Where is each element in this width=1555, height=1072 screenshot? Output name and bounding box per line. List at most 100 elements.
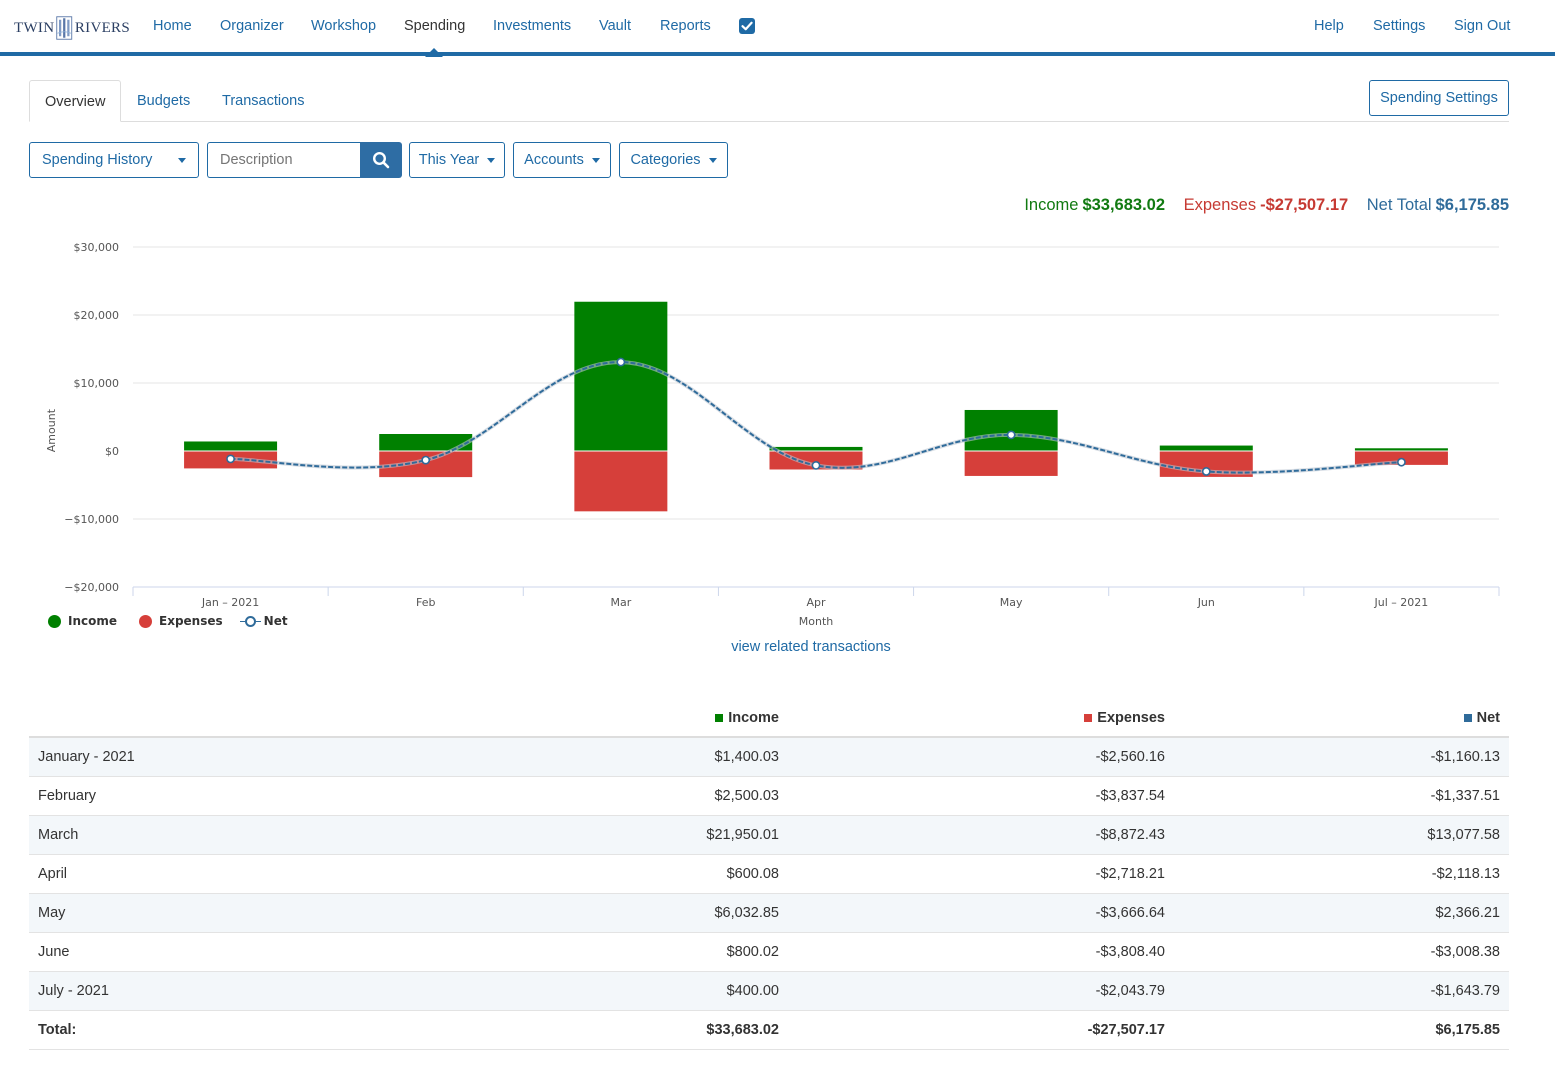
tab-budgets[interactable]: Budgets — [137, 93, 191, 109]
expense-bar — [769, 451, 863, 470]
row-income: $21,950.01 — [706, 827, 779, 843]
row-net: -$1,643.79 — [1430, 983, 1500, 999]
table-row[interactable]: March $21,950.01 -$8,872.43 $13,077.58 — [29, 816, 1509, 855]
categories-dropdown[interactable]: Categories — [619, 142, 728, 178]
table-row[interactable]: January - 2021 $1,400.03 -$2,560.16 -$1,160… — [29, 738, 1509, 777]
row-income: $6,032.85 — [714, 905, 779, 921]
logo-mark-icon — [56, 16, 73, 40]
legend-income-marker-icon — [48, 614, 61, 628]
view-related-transactions-link[interactable]: view related transactions — [731, 639, 891, 655]
period-dropdown[interactable]: This Year — [409, 142, 505, 178]
total-income: $33,683.02 — [706, 1022, 779, 1038]
income-bar — [1354, 448, 1448, 451]
column-header-income[interactable]: Income — [715, 700, 779, 736]
income-bar — [574, 301, 668, 451]
legend-item-expenses[interactable]: Expenses — [139, 614, 223, 628]
nav-sign-out[interactable]: Sign Out — [1454, 18, 1511, 34]
view-dropdown[interactable]: Spending History — [29, 142, 199, 178]
x-tick-label: Jun — [1197, 596, 1215, 609]
row-income: $2,500.03 — [714, 788, 779, 804]
nav-workshop[interactable]: Workshop — [311, 18, 377, 34]
y-axis-title: Amount — [45, 408, 58, 452]
row-month: March — [38, 827, 79, 843]
spending-history-chart: $30,000 $20,000 $10,000 $0 −$10,000 −$20,000 A… — [45, 241, 1500, 628]
table-row[interactable]: May $6,032.85 -$3,666.64 $2,366.21 — [29, 894, 1509, 933]
row-expenses: -$2,560.16 — [1095, 749, 1165, 765]
tab-transactions[interactable]: Transactions — [222, 93, 305, 109]
row-net: -$3,008.38 — [1430, 944, 1500, 960]
tabs-divider — [29, 121, 1509, 122]
top-navigation: TWIN RIVERS Home Organizer Workshop Spen… — [0, 0, 1555, 57]
nav-reports[interactable]: Reports — [660, 18, 711, 34]
table-row[interactable]: June $800.02 -$3,808.40 -$3,008.38 — [29, 933, 1509, 972]
accounts-dropdown-label: Accounts — [524, 152, 584, 168]
total-expenses: -$27,507.17 — [1087, 1022, 1165, 1038]
row-expenses: -$3,837.54 — [1095, 788, 1165, 804]
legend-expenses-label: Expenses — [159, 614, 223, 628]
search-icon — [372, 151, 390, 169]
net-square-icon — [1463, 714, 1472, 722]
legend-expenses-marker-icon — [139, 614, 153, 628]
chevron-down-icon — [708, 157, 717, 163]
x-tick-label: Apr — [806, 596, 826, 609]
table-row[interactable]: February $2,500.03 -$3,837.54 -$1,337.51 — [29, 777, 1509, 816]
row-expenses: -$8,872.43 — [1095, 827, 1165, 843]
row-expenses: -$2,043.79 — [1095, 983, 1165, 999]
nav-investments[interactable]: Investments — [493, 18, 572, 34]
x-tick-label: Jul – 2021 — [1374, 596, 1429, 609]
row-net: -$2,118.13 — [1431, 866, 1500, 882]
legend-net-label: Net — [263, 614, 288, 628]
row-month: February — [38, 788, 97, 804]
column-header-expenses[interactable]: Expenses — [1084, 700, 1165, 736]
row-expenses: -$3,808.40 — [1095, 944, 1165, 960]
twin-rivers-logo[interactable]: TWIN RIVERS — [14, 10, 130, 46]
income-bar — [769, 446, 863, 451]
row-income: $800.02 — [726, 944, 779, 960]
legend-item-income[interactable]: Income — [48, 614, 117, 628]
income-total-label: Income — [1024, 196, 1079, 214]
table-header-row: Income Expenses Net — [29, 700, 1509, 738]
chevron-down-icon — [591, 157, 600, 163]
categories-dropdown-label: Categories — [630, 152, 701, 168]
table-row[interactable]: April $600.08 -$2,718.21 -$2,118.13 — [29, 855, 1509, 894]
expenses-total-value: -$27,507.17 — [1260, 196, 1349, 214]
row-income: $1,400.03 — [714, 749, 779, 765]
net-point — [616, 357, 626, 367]
x-tick-label: Jan – 2021 — [201, 596, 259, 609]
income-square-icon — [715, 714, 724, 722]
accounts-dropdown[interactable]: Accounts — [513, 142, 611, 178]
chevron-down-icon — [178, 157, 186, 163]
net-total-label: Net Total — [1366, 196, 1432, 214]
spending-totals: Income $33,683.02 Expenses -$27,507.17 Net… — [1020, 196, 1509, 215]
nav-home[interactable]: Home — [153, 18, 192, 34]
y-tick-label: $10,000 — [74, 377, 120, 390]
x-tick-label: May — [1000, 596, 1023, 609]
row-month: May — [38, 905, 66, 921]
spending-settings-button[interactable]: Spending Settings — [1369, 80, 1509, 116]
nav-help[interactable]: Help — [1314, 18, 1344, 34]
legend-net-marker-icon — [239, 615, 261, 627]
nav-organizer[interactable]: Organizer — [220, 18, 284, 34]
legend-item-net[interactable]: Net — [239, 614, 288, 628]
row-income: $600.08 — [726, 866, 779, 882]
income-bar — [184, 441, 278, 451]
nav-spending[interactable]: Spending — [404, 18, 466, 34]
checkbox-checked-icon[interactable] — [739, 18, 755, 34]
spending-summary-table: Income Expenses Net January - 2021 $1,400… — [29, 700, 1509, 1050]
income-total-value: $33,683.02 — [1082, 196, 1166, 214]
view-dropdown-label: Spending History — [42, 152, 153, 168]
tab-overview[interactable]: Overview — [29, 80, 122, 122]
net-point — [421, 455, 431, 465]
net-point — [811, 461, 821, 470]
nav-vault[interactable]: Vault — [599, 18, 631, 34]
search-button[interactable] — [360, 142, 402, 178]
row-net: -$1,160.13 — [1430, 749, 1500, 765]
description-search-input[interactable] — [207, 142, 361, 178]
active-nav-indicator — [425, 48, 443, 57]
nav-settings[interactable]: Settings — [1373, 18, 1426, 34]
legend-income-label: Income — [68, 614, 118, 628]
table-row[interactable]: July - 2021 $400.00 -$2,043.79 -$1,643.79 — [29, 972, 1509, 1011]
row-month: April — [38, 866, 68, 882]
row-month: July - 2021 — [38, 983, 109, 999]
column-header-net[interactable]: Net — [1463, 700, 1500, 736]
